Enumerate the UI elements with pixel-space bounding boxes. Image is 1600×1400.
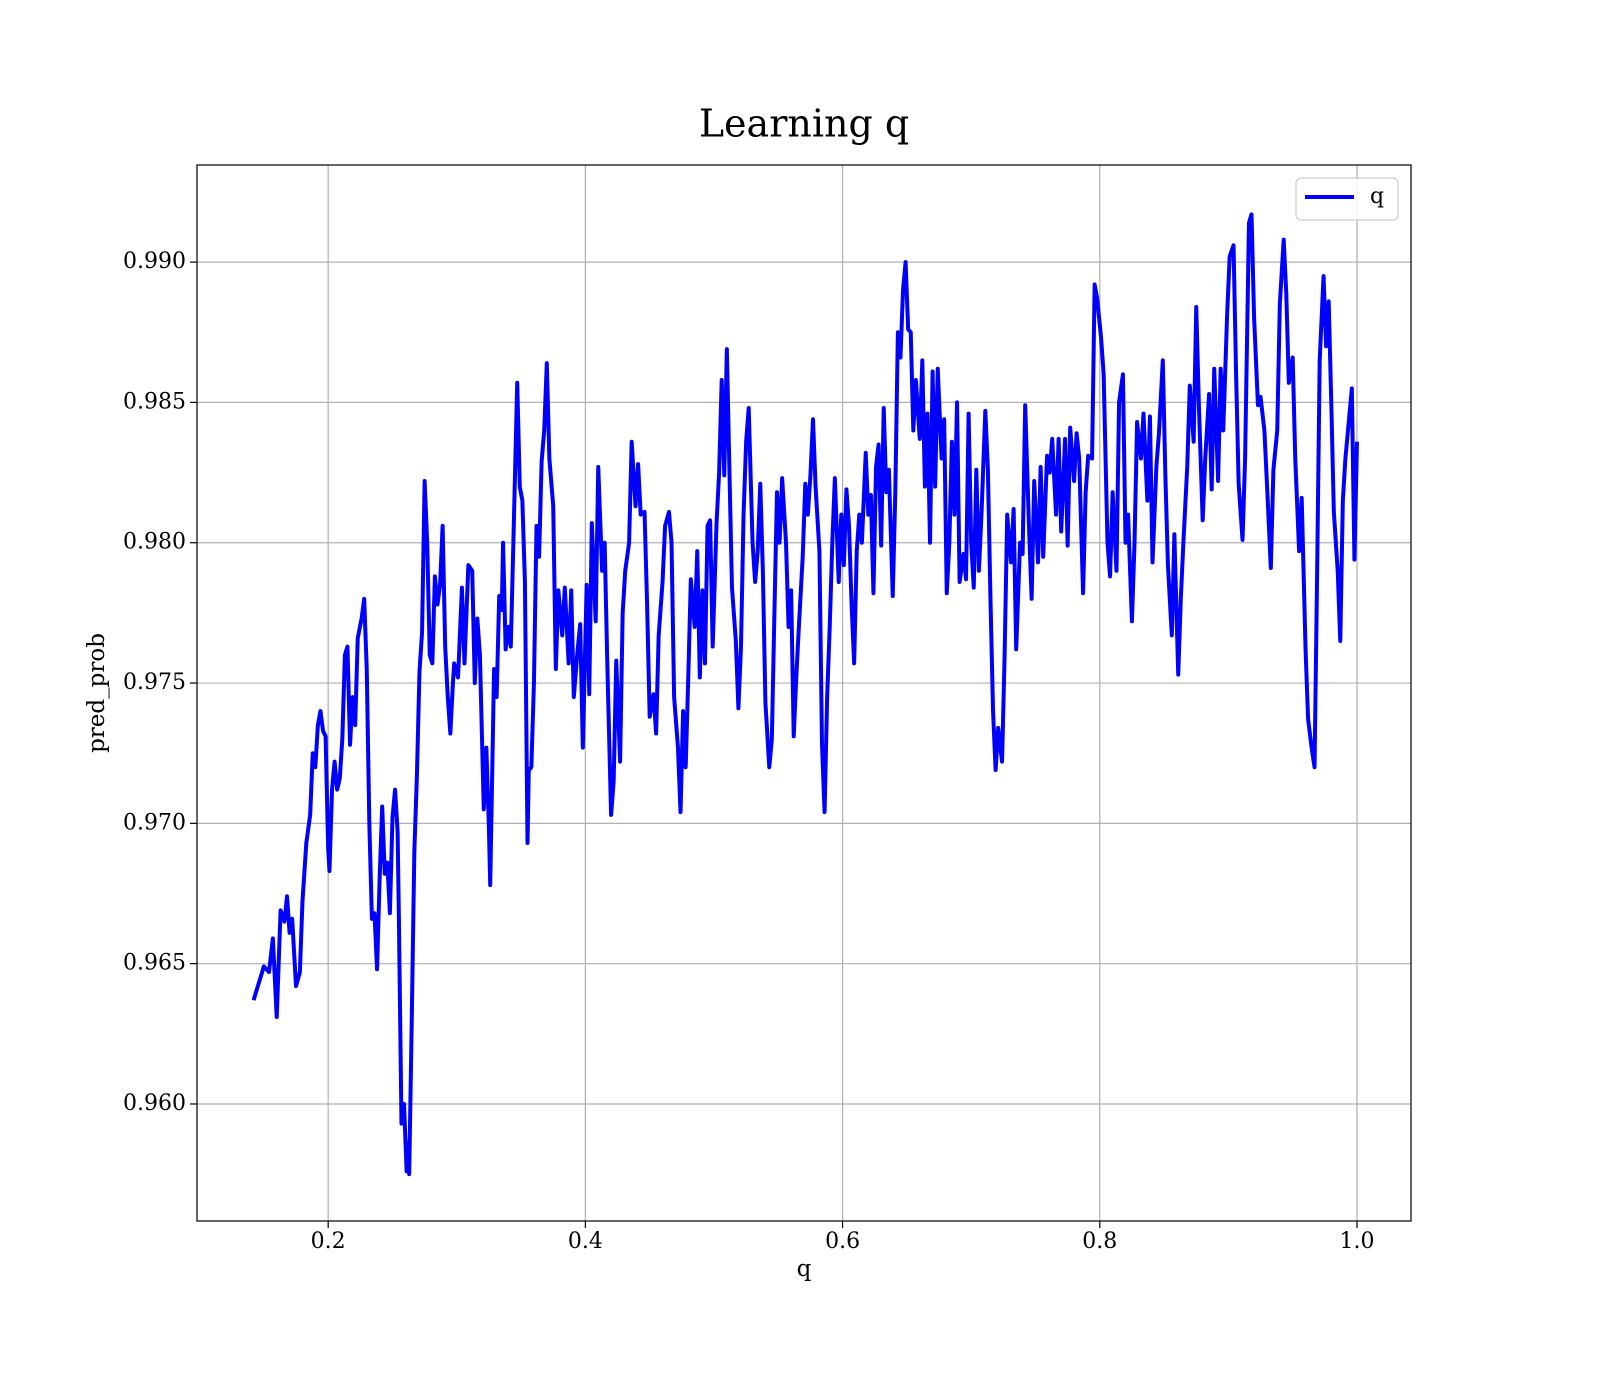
x-tick-label: 0.8 (1082, 1229, 1117, 1254)
x-tick-label: 1.0 (1339, 1229, 1374, 1254)
data-line (251, 212, 1359, 1177)
axes-frame (196, 164, 1412, 1222)
legend: q (1295, 177, 1399, 221)
chart-title: Learning q (699, 102, 909, 146)
y-tick-label: 0.990 (123, 249, 186, 274)
y-axis-label: pred_prob (84, 633, 110, 753)
legend-label: q (1370, 184, 1384, 209)
y-tick-label: 0.970 (123, 810, 186, 835)
y-tick-label: 0.980 (123, 530, 186, 555)
y-tick-label: 0.960 (123, 1091, 186, 1116)
plot-area (251, 212, 1359, 1177)
x-axis-label: q (797, 1256, 812, 1282)
x-tick-label: 0.4 (568, 1229, 603, 1254)
x-tick-label: 0.6 (825, 1229, 860, 1254)
y-tick-label: 0.985 (123, 389, 186, 414)
y-tick-label: 0.975 (123, 670, 186, 695)
x-tick-label: 0.2 (311, 1229, 346, 1254)
ticks: 0.2 0.4 0.6 0.8 1.0 0.960 0.965 0.970 0.975 0.980… (123, 249, 1374, 1254)
y-tick-label: 0.965 (123, 951, 186, 976)
